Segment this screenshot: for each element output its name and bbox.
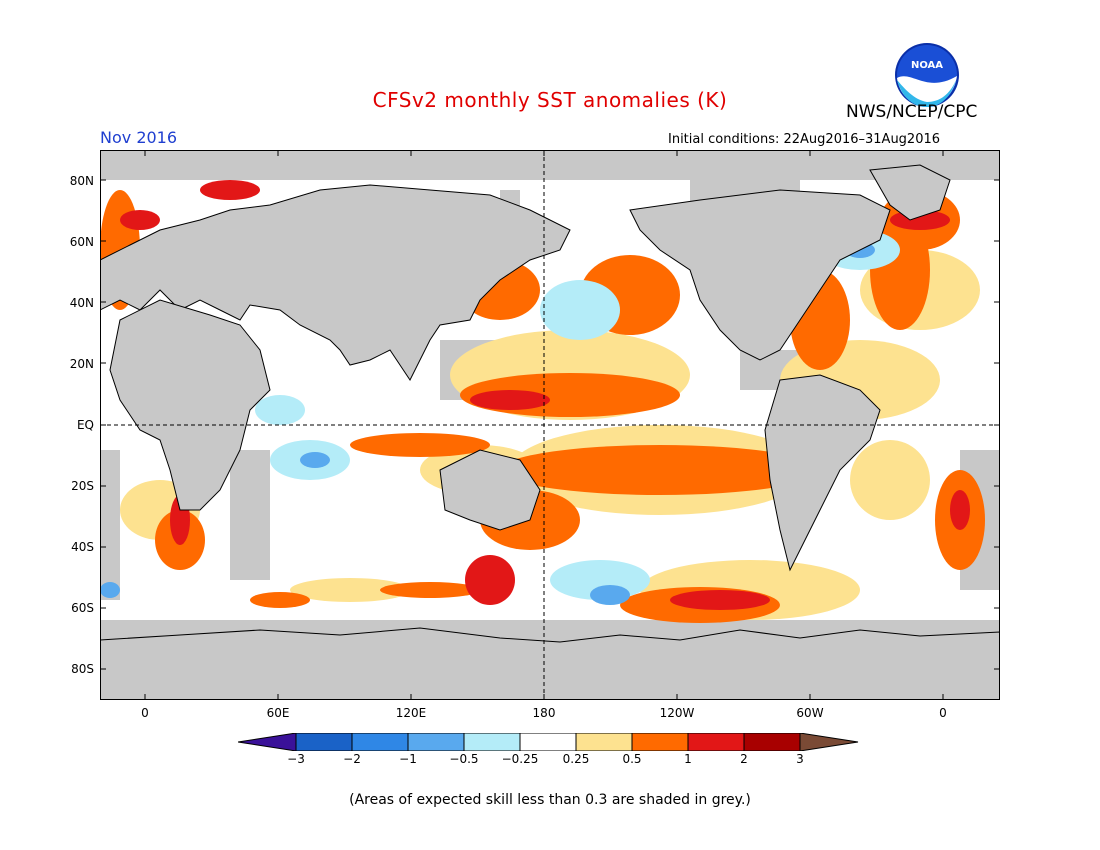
lat-label-60s: 60S bbox=[71, 601, 94, 615]
colorbar-label: 0.5 bbox=[622, 752, 642, 766]
lon-label-180: 180 bbox=[532, 706, 556, 720]
colorbar-label: −3 bbox=[287, 752, 305, 766]
lon-label-0: 0 bbox=[141, 706, 149, 720]
map-svg bbox=[99, 149, 1001, 701]
land bbox=[100, 164, 1000, 700]
lon-label-120e: 120E bbox=[395, 706, 427, 720]
colorbar-label: 2 bbox=[740, 752, 748, 766]
org-label: NWS/NCEP/CPC bbox=[846, 102, 978, 122]
lat-label-80s: 80S bbox=[71, 662, 94, 676]
colorbar-bin bbox=[295, 732, 353, 752]
colorbar-label: 1 bbox=[684, 752, 692, 766]
month-label: Nov 2016 bbox=[100, 128, 178, 147]
lon-label-60w: 60W bbox=[796, 706, 824, 720]
colorbar-label: 0.25 bbox=[562, 752, 590, 766]
lat-label-40n: 40N bbox=[69, 296, 94, 310]
colorbar-above-max bbox=[799, 732, 859, 752]
colorbar-label: −2 bbox=[343, 752, 361, 766]
colorbar-bin bbox=[519, 732, 577, 752]
lat-label-20n: 20N bbox=[69, 357, 94, 371]
lon-label-60e: 60E bbox=[266, 706, 290, 720]
colorbar-below-min bbox=[237, 732, 297, 752]
colorbar bbox=[237, 732, 862, 752]
lat-label-eq: EQ bbox=[76, 418, 94, 432]
initial-conditions: Initial conditions: 22Aug2016–31Aug2016 bbox=[668, 132, 941, 147]
colorbar-bin bbox=[407, 732, 465, 752]
colorbar-bin bbox=[463, 732, 521, 752]
noaa-logo: NOAA bbox=[894, 42, 960, 108]
colorbar-label: −0.5 bbox=[449, 752, 479, 766]
lat-label-40s: 40S bbox=[71, 540, 94, 554]
colorbar-bin bbox=[631, 732, 689, 752]
lon-label-120w: 120W bbox=[659, 706, 695, 720]
lon-label-0-east: 0 bbox=[939, 706, 947, 720]
colorbar-bin bbox=[575, 732, 633, 752]
sst-anomaly-map bbox=[99, 149, 1001, 701]
lat-label-20s: 20S bbox=[71, 479, 94, 493]
colorbar-bin bbox=[351, 732, 409, 752]
colorbar-label: 3 bbox=[796, 752, 804, 766]
colorbar-bin bbox=[743, 732, 801, 752]
lat-label-60n: 60N bbox=[69, 235, 94, 249]
chart-title: CFSv2 monthly SST anomalies (K) bbox=[372, 88, 728, 112]
colorbar-label: −0.25 bbox=[501, 752, 539, 766]
skill-note: (Areas of expected skill less than 0.3 a… bbox=[349, 792, 751, 808]
ticks bbox=[100, 150, 1000, 700]
lat-label-80n: 80N bbox=[69, 174, 94, 188]
colorbar-bin bbox=[687, 732, 745, 752]
logo-text: NOAA bbox=[911, 60, 943, 71]
colorbar-label: −1 bbox=[399, 752, 417, 766]
